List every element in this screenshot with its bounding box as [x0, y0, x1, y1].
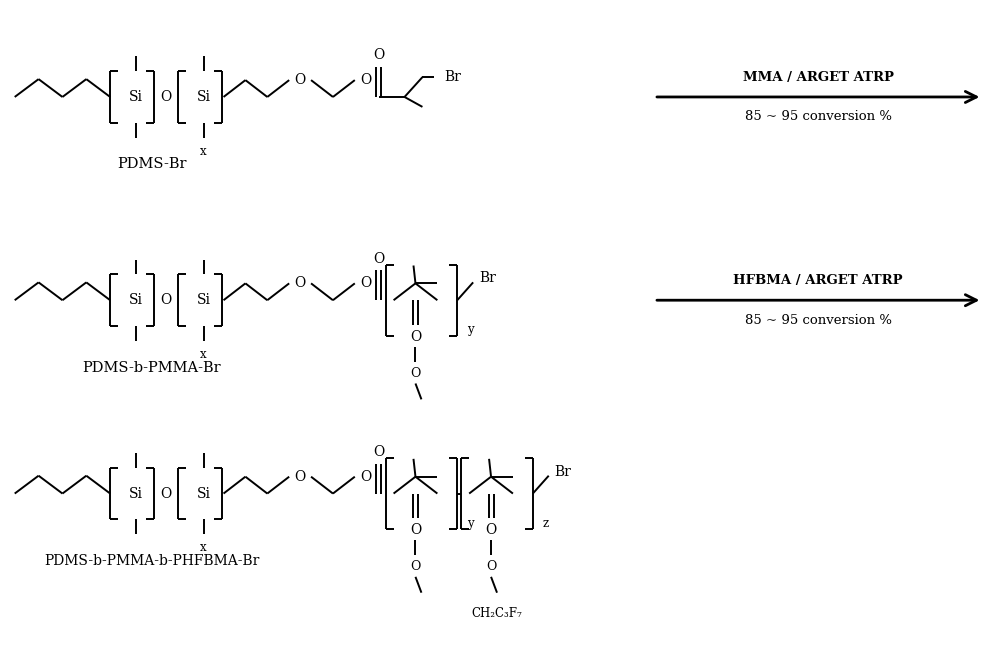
- Text: 85 ~ 95 conversion %: 85 ~ 95 conversion %: [745, 111, 892, 124]
- Text: Si: Si: [129, 293, 143, 307]
- Text: O: O: [160, 293, 171, 307]
- Text: Br: Br: [444, 70, 461, 84]
- Text: O: O: [360, 73, 371, 87]
- Text: x: x: [200, 541, 207, 554]
- Text: Br: Br: [555, 465, 572, 479]
- Text: O: O: [160, 90, 171, 104]
- Text: HFBMA / ARGET ATRP: HFBMA / ARGET ATRP: [733, 274, 903, 287]
- Text: O: O: [373, 445, 384, 459]
- Text: O: O: [410, 560, 421, 573]
- Text: PDMS-Br: PDMS-Br: [117, 157, 187, 172]
- Text: Si: Si: [197, 293, 211, 307]
- Text: CH₂C₃F₇: CH₂C₃F₇: [472, 606, 522, 619]
- Text: MMA / ARGET ATRP: MMA / ARGET ATRP: [743, 71, 894, 84]
- Text: O: O: [486, 560, 496, 573]
- Text: z: z: [543, 517, 549, 530]
- Text: O: O: [360, 276, 371, 291]
- Text: 85 ~ 95 conversion %: 85 ~ 95 conversion %: [745, 313, 892, 326]
- Text: Si: Si: [129, 487, 143, 501]
- Text: x: x: [200, 144, 207, 157]
- Text: Br: Br: [479, 272, 496, 285]
- Text: O: O: [160, 487, 171, 501]
- Text: O: O: [294, 276, 306, 291]
- Text: y: y: [467, 324, 474, 337]
- Text: O: O: [410, 367, 421, 380]
- Text: y: y: [467, 517, 474, 530]
- Text: O: O: [294, 470, 306, 484]
- Text: Si: Si: [197, 90, 211, 104]
- Text: x: x: [200, 348, 207, 361]
- Text: O: O: [485, 523, 497, 538]
- Text: O: O: [360, 470, 371, 484]
- Text: O: O: [373, 252, 384, 266]
- Text: Si: Si: [197, 487, 211, 501]
- Text: PDMS-b-PMMA-b-PHFBMA-Br: PDMS-b-PMMA-b-PHFBMA-Br: [44, 554, 260, 568]
- Text: PDMS-b-PMMA-Br: PDMS-b-PMMA-Br: [83, 361, 221, 374]
- Text: O: O: [410, 523, 421, 538]
- Text: Si: Si: [129, 90, 143, 104]
- Text: O: O: [294, 73, 306, 87]
- Text: O: O: [373, 48, 384, 62]
- Text: O: O: [410, 330, 421, 344]
